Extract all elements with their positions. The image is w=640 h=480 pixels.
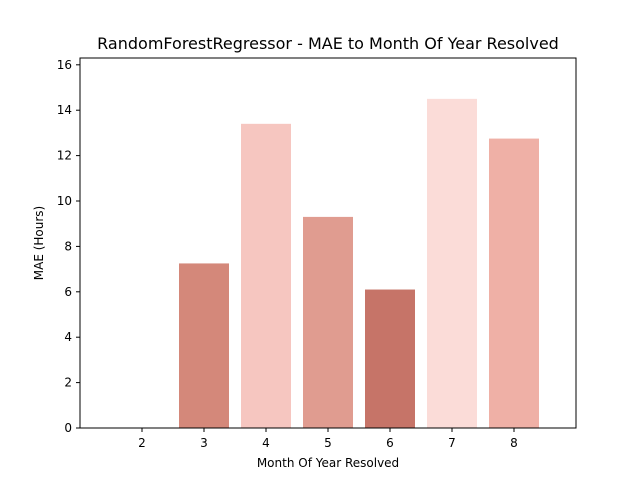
bar-month-6 <box>365 289 415 428</box>
x-tick-label: 7 <box>448 436 456 450</box>
y-tick-label: 0 <box>64 421 72 435</box>
x-tick-label: 6 <box>386 436 394 450</box>
chart-title: RandomForestRegressor - MAE to Month Of … <box>97 34 559 53</box>
y-tick-label: 2 <box>64 376 72 390</box>
bar-month-3 <box>179 263 229 428</box>
x-tick-label: 4 <box>262 436 270 450</box>
bar-month-5 <box>303 216 353 428</box>
bar-month-8 <box>489 138 539 428</box>
bar-series <box>179 98 539 429</box>
y-tick-label: 4 <box>64 330 72 344</box>
y-tick-label: 10 <box>57 194 72 208</box>
x-axis-ticks: 2 3 4 5 6 7 8 <box>138 428 518 450</box>
x-tick-label: 5 <box>324 436 332 450</box>
bar-month-4 <box>241 123 291 429</box>
y-tick-label: 16 <box>57 58 72 72</box>
y-axis-label: MAE (Hours) <box>32 206 46 280</box>
x-tick-label: 8 <box>510 436 518 450</box>
x-tick-label: 3 <box>200 436 208 450</box>
bar-month-7 <box>427 98 477 429</box>
y-tick-label: 8 <box>64 239 72 253</box>
y-tick-label: 14 <box>57 103 72 117</box>
y-tick-label: 6 <box>64 285 72 299</box>
x-axis-label: Month Of Year Resolved <box>257 456 399 470</box>
y-tick-label: 12 <box>57 149 72 163</box>
x-tick-label: 2 <box>138 436 146 450</box>
y-axis-ticks: 0 2 4 6 8 10 12 14 16 <box>57 58 80 435</box>
